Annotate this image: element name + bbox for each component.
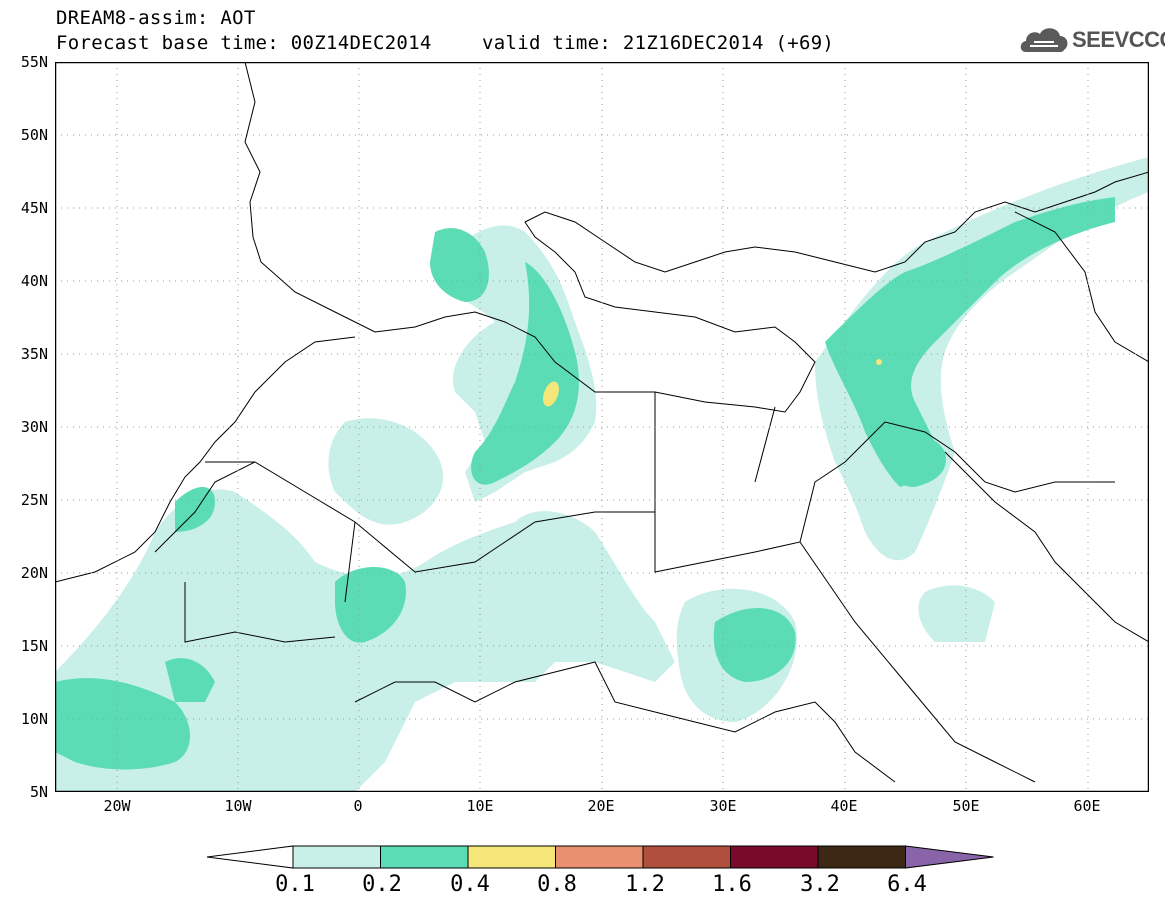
colorbar-label-1.6: 1.6 [712, 872, 752, 897]
lat-label-50n: 50N [20, 126, 48, 144]
colorbar-label-0.4: 0.4 [450, 872, 490, 897]
cloud-icon [1020, 28, 1068, 52]
lon-label-20w: 20W [103, 797, 131, 815]
map-border [55, 62, 1149, 792]
colorbar-cell [292, 845, 381, 869]
colorbar-label-0.2: 0.2 [362, 872, 402, 897]
colorbar-cell [467, 845, 556, 869]
logo-text: SEEVCCC [1072, 27, 1165, 52]
lon-label-10e: 10E [466, 797, 494, 815]
aot-0.4-0.8-areas [543, 359, 882, 407]
colorbar-label-0.1: 0.1 [275, 872, 315, 897]
colorbar-label-6.4: 6.4 [887, 872, 927, 897]
lat-label-45n: 45N [20, 199, 48, 217]
lat-label-55n: 55N [20, 53, 48, 71]
valid-time: valid time: 21Z16DEC2014 (+69) [482, 32, 835, 54]
lon-label-60e: 60E [1073, 797, 1101, 815]
lat-label-20n: 20N [20, 564, 48, 582]
lon-label-0: 0 [353, 797, 363, 815]
lon-label-50e: 50E [952, 797, 980, 815]
colorbar-cell [206, 845, 294, 869]
lon-label-30e: 30E [709, 797, 737, 815]
chart-title: DREAM8-assim: AOT [56, 7, 256, 29]
colorbar [206, 845, 994, 869]
colorbar-cell [642, 845, 731, 869]
lon-label-40e: 40E [830, 797, 858, 815]
colorbar-label-3.2: 3.2 [800, 872, 840, 897]
lat-label-15n: 15N [20, 637, 48, 655]
aot-map [55, 62, 1149, 792]
lon-label-20e: 20E [587, 797, 615, 815]
colorbar-label-0.8: 0.8 [537, 872, 577, 897]
colorbar-cell [817, 845, 906, 869]
colorbar-cell [905, 845, 994, 869]
lat-label-40n: 40N [20, 272, 48, 290]
lat-label-10n: 10N [20, 710, 48, 728]
seevccc-logo: SEEVCCC [1018, 22, 1165, 58]
gridlines [55, 62, 1149, 792]
lat-label-25n: 25N [20, 491, 48, 509]
colorbar-cell [730, 845, 819, 869]
lat-label-5n: 5N [29, 783, 48, 801]
colorbar-label-1.2: 1.2 [625, 872, 665, 897]
lat-label-35n: 35N [20, 345, 48, 363]
forecast-base-time: Forecast base time: 00Z14DEC2014 [56, 32, 432, 54]
lon-label-10w: 10W [224, 797, 252, 815]
colorbar-cell [380, 845, 469, 869]
aot-0.2-0.4-areas [55, 197, 1115, 770]
lat-label-30n: 30N [20, 418, 48, 436]
colorbar-cell [555, 845, 644, 869]
coastlines-and-borders [55, 62, 1149, 783]
